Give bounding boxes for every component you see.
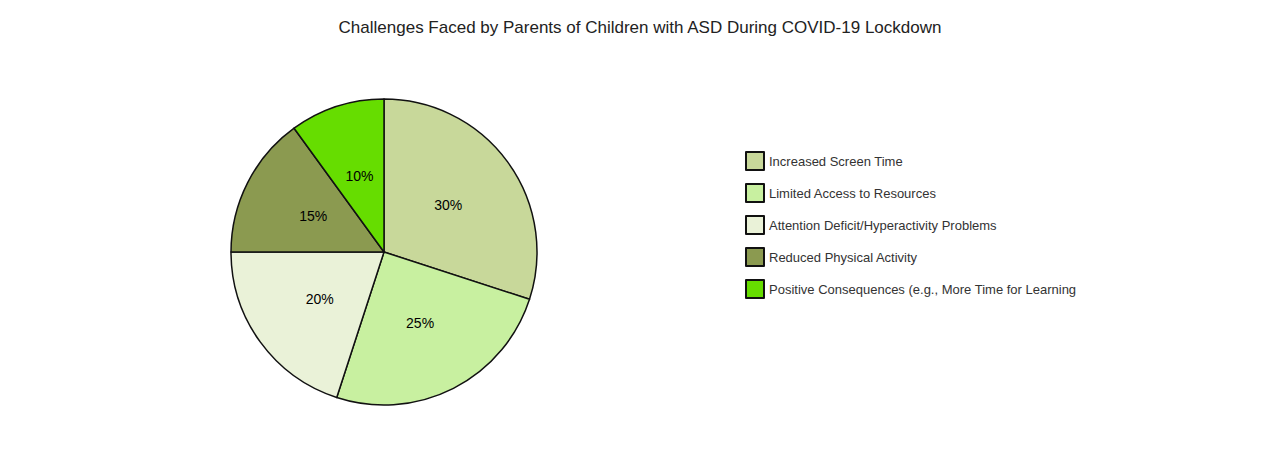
svg-text:Positive Consequences (e.g., M: Positive Consequences (e.g., More Time f… [769, 282, 1076, 297]
svg-text:30%: 30% [434, 197, 462, 213]
svg-text:Limited Access to Resources: Limited Access to Resources [769, 186, 936, 201]
svg-text:10%: 10% [345, 168, 373, 184]
svg-text:25%: 25% [406, 315, 434, 331]
svg-text:15%: 15% [299, 208, 327, 224]
svg-text:Reduced Physical Activity: Reduced Physical Activity [769, 250, 918, 265]
svg-text:Attention Deficit/Hyperactivit: Attention Deficit/Hyperactivity Problems [769, 218, 997, 233]
svg-text:20%: 20% [306, 291, 334, 307]
svg-text:Challenges Faced by Parents of: Challenges Faced by Parents of Children … [339, 18, 942, 37]
svg-text:Increased Screen Time: Increased Screen Time [769, 154, 903, 169]
